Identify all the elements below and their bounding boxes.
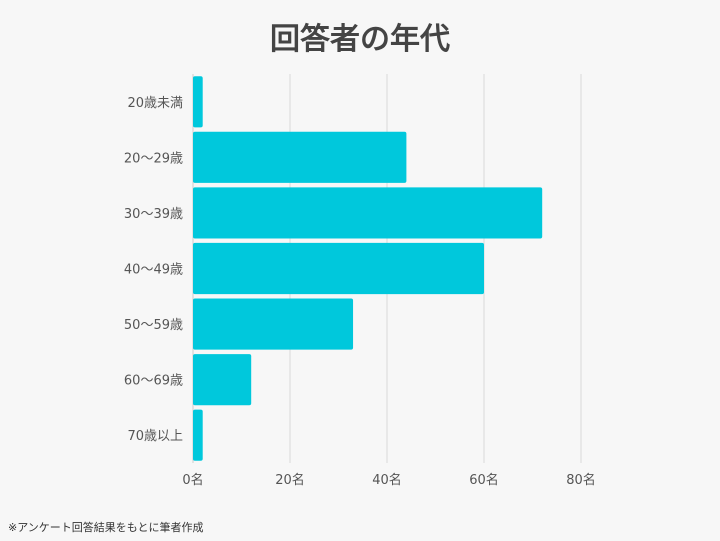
category-label: 20〜29歳	[124, 151, 183, 166]
x-tick-labels: 0名 20名 40名 60名 80名	[182, 472, 595, 488]
x-tick-label: 20名	[275, 472, 305, 488]
bar	[193, 242, 484, 295]
category-label: 30〜39歳	[124, 207, 183, 222]
x-tick-label: 0名	[182, 472, 203, 488]
x-tick-label: 40名	[372, 472, 402, 488]
category-label: 70歳以上	[127, 429, 183, 444]
bars	[193, 76, 543, 461]
bar	[193, 131, 407, 183]
category-label: 20歳未満	[127, 96, 183, 111]
bar	[193, 187, 543, 239]
category-label: 40〜49歳	[124, 263, 183, 278]
bar	[193, 409, 203, 461]
bar	[193, 76, 203, 128]
category-label: 60〜69歳	[124, 374, 183, 389]
chart-title: 回答者の年代	[270, 22, 450, 57]
x-tick-label: 80名	[566, 472, 596, 488]
category-labels: 20歳未満 20〜29歳 30〜39歳 40〜49歳 50〜59歳 60〜69歳 70歳以上	[124, 96, 183, 444]
bar	[193, 354, 252, 406]
bar	[193, 298, 354, 350]
footnote: ※アンケート回答結果をもとに筆者作成	[8, 521, 204, 534]
x-tick-label: 60名	[469, 472, 499, 488]
category-label: 50〜59歳	[124, 318, 183, 333]
